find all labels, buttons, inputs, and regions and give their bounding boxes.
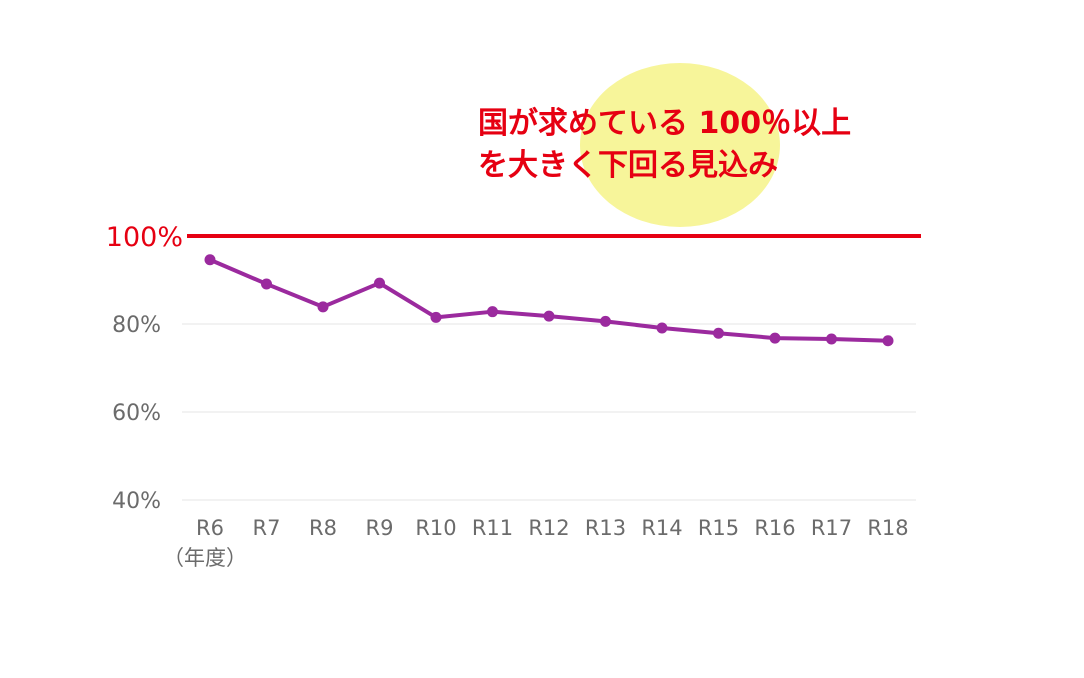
x-tick-label: R18 bbox=[867, 516, 908, 540]
x-tick-label: R14 bbox=[641, 516, 682, 540]
data-point bbox=[317, 301, 329, 313]
data-point bbox=[882, 335, 894, 347]
annotation-highlight bbox=[580, 63, 780, 227]
x-tick-label: R10 bbox=[415, 516, 456, 540]
data-point bbox=[430, 311, 442, 323]
x-tick-label: R7 bbox=[253, 516, 281, 540]
x-tick-label: R15 bbox=[698, 516, 739, 540]
annotation-line-1: 国が求めている 100％以上 bbox=[478, 106, 851, 141]
x-tick-label: R9 bbox=[366, 516, 394, 540]
data-point bbox=[487, 306, 498, 318]
y-axis-ticks: 80% 60% 40% bbox=[112, 313, 161, 514]
x-tick-label: R17 bbox=[811, 516, 852, 540]
data-point bbox=[656, 322, 668, 334]
data-point bbox=[261, 278, 272, 290]
x-tick-label: R16 bbox=[754, 516, 795, 540]
reference-line-label: 100% bbox=[106, 222, 183, 253]
y-tick-label: 40% bbox=[112, 489, 161, 514]
x-axis-unit-label: （年度） bbox=[163, 546, 247, 570]
x-tick-label: R8 bbox=[309, 516, 337, 540]
x-axis-ticks: R6 R7 R8 R9 R10 R11 R12 R13 R14 R15 R16 R17 R18 bbox=[196, 516, 909, 540]
data-point bbox=[600, 315, 611, 327]
data-point bbox=[374, 277, 385, 289]
x-tick-label: R12 bbox=[528, 516, 569, 540]
gridlines bbox=[182, 323, 916, 501]
x-tick-label: R11 bbox=[472, 516, 513, 540]
x-tick-label: R6 bbox=[196, 516, 224, 540]
data-point bbox=[204, 254, 216, 266]
series-line-group bbox=[204, 254, 894, 347]
data-point bbox=[543, 310, 555, 322]
data-point bbox=[769, 332, 781, 344]
data-point bbox=[713, 327, 724, 339]
x-tick-label: R13 bbox=[585, 516, 626, 540]
annotation-line-2: を大きく下回る見込み bbox=[478, 148, 778, 183]
series-line bbox=[209, 257, 889, 343]
y-tick-label: 80% bbox=[112, 313, 161, 338]
y-tick-label: 60% bbox=[112, 401, 161, 426]
data-point bbox=[826, 333, 837, 345]
